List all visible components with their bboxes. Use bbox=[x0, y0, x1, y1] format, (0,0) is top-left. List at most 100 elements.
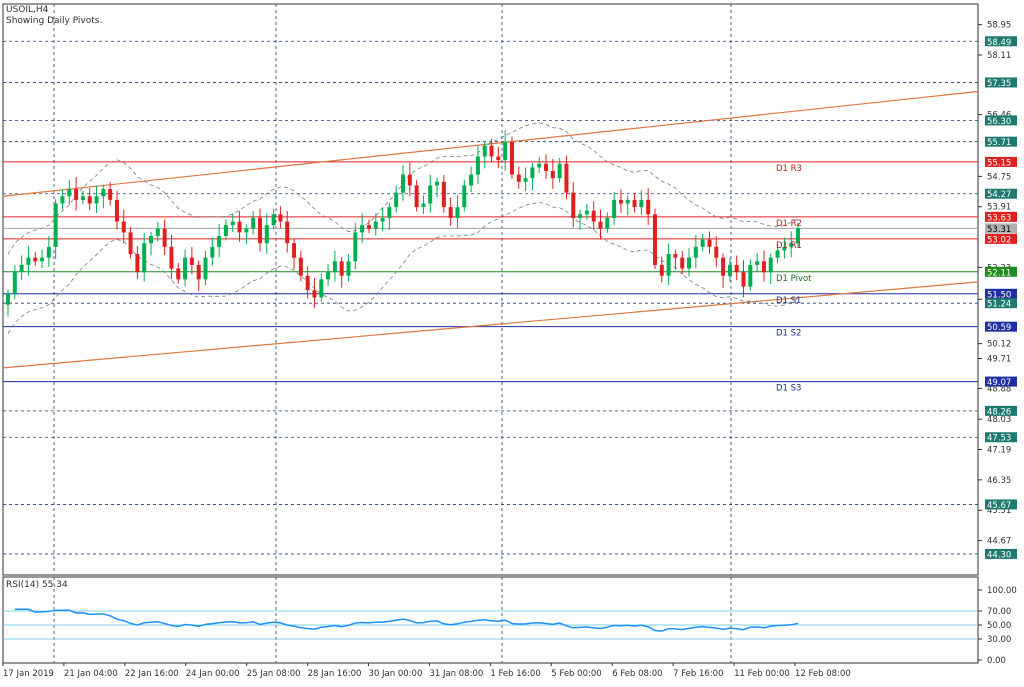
candle-body bbox=[210, 246, 215, 258]
price-label-text: 54.27 bbox=[987, 190, 1011, 200]
candle bbox=[734, 255, 739, 281]
trendlines[interactable] bbox=[2, 90, 979, 369]
candle bbox=[537, 156, 542, 173]
candle bbox=[496, 147, 501, 169]
candle bbox=[530, 163, 535, 191]
candle-body bbox=[666, 254, 671, 276]
candle-body bbox=[755, 261, 760, 265]
x-tick-label: 12 Feb 08:00 bbox=[795, 669, 851, 679]
candle-body bbox=[87, 196, 92, 204]
candle-body bbox=[373, 221, 378, 229]
candle-body bbox=[748, 264, 753, 287]
candle-body bbox=[646, 199, 651, 215]
candle-body bbox=[285, 221, 290, 244]
price-label-51.50: 51.50 bbox=[985, 288, 1017, 300]
candle-body bbox=[537, 163, 542, 168]
candle-body bbox=[557, 163, 562, 179]
price-label-50.59: 50.59 bbox=[985, 321, 1017, 333]
price-label-box bbox=[985, 77, 1017, 88]
candle-body bbox=[366, 225, 371, 229]
candle-body bbox=[509, 142, 514, 175]
x-tick-label: 6 Feb 08:00 bbox=[612, 669, 662, 679]
candle-body bbox=[632, 199, 637, 208]
candle-body bbox=[544, 163, 549, 171]
candle bbox=[339, 256, 344, 288]
candle bbox=[26, 245, 31, 276]
price-label-box bbox=[985, 136, 1017, 147]
candle bbox=[312, 278, 317, 309]
x-tick-label: 28 Jan 16:00 bbox=[308, 669, 362, 679]
price-label-56.30: 56.30 bbox=[985, 115, 1017, 127]
price-label-box bbox=[985, 36, 1017, 47]
rsi-tick-label: 50.00 bbox=[987, 621, 1011, 631]
candle bbox=[33, 252, 38, 266]
candle bbox=[360, 213, 365, 244]
price-label-54.27: 54.27 bbox=[985, 188, 1017, 200]
candle-body bbox=[652, 214, 657, 265]
candle-body bbox=[789, 243, 794, 247]
candle-body bbox=[435, 181, 440, 186]
candle bbox=[680, 250, 685, 275]
price-label-text: 55.15 bbox=[987, 158, 1011, 168]
x-tick-label: 24 Jan 00:00 bbox=[186, 669, 240, 679]
candle bbox=[67, 179, 72, 205]
candle bbox=[257, 208, 262, 252]
price-panel-frame bbox=[2, 3, 979, 576]
trendline-upper-channel[interactable] bbox=[2, 90, 979, 197]
price-label-box bbox=[985, 321, 1017, 332]
x-tick-label: 7 Feb 16:00 bbox=[673, 669, 723, 679]
rsi-tick-label: 0.00 bbox=[987, 656, 1006, 666]
candle bbox=[319, 273, 324, 302]
candle bbox=[210, 237, 215, 266]
price-label-45.67: 45.67 bbox=[985, 499, 1017, 511]
candle bbox=[707, 231, 712, 254]
candle bbox=[353, 222, 358, 270]
candle-body bbox=[796, 228, 800, 244]
candle bbox=[441, 174, 446, 213]
candle-body bbox=[53, 203, 58, 247]
candle-body bbox=[707, 239, 712, 247]
candle bbox=[448, 197, 453, 227]
candle-body bbox=[26, 257, 31, 265]
candle bbox=[435, 177, 440, 198]
candle-body bbox=[46, 246, 51, 258]
trendline-lower-channel[interactable] bbox=[2, 281, 979, 369]
candle bbox=[489, 138, 494, 163]
candle bbox=[509, 136, 514, 179]
candle bbox=[693, 234, 698, 269]
rsi-label: RSI(14) 55.34 bbox=[6, 580, 68, 590]
candle bbox=[618, 189, 623, 213]
candle bbox=[40, 249, 45, 269]
candle-body bbox=[401, 174, 405, 193]
price-label-text: 55.71 bbox=[987, 138, 1011, 148]
candle bbox=[183, 249, 188, 287]
candle bbox=[755, 253, 760, 272]
candle-body bbox=[407, 174, 412, 186]
price-label-box bbox=[985, 405, 1017, 416]
candle bbox=[469, 166, 474, 193]
candle-body bbox=[230, 221, 235, 226]
candle bbox=[796, 222, 800, 248]
y-tick-label: 47.19 bbox=[987, 446, 1011, 456]
candle-body bbox=[298, 257, 303, 276]
candle-body bbox=[625, 199, 630, 204]
candle-body bbox=[128, 232, 133, 255]
candle-body bbox=[339, 261, 344, 276]
candle-body bbox=[414, 185, 419, 208]
price-label-52.11: 52.11 bbox=[985, 266, 1017, 278]
candle bbox=[455, 195, 460, 229]
horizontal-grid bbox=[3, 40, 978, 555]
y-tick-label: 53.91 bbox=[987, 203, 1011, 213]
candle bbox=[516, 166, 521, 189]
y-tick-label: 46.35 bbox=[987, 476, 1011, 486]
candle bbox=[12, 265, 17, 300]
candle bbox=[550, 159, 555, 189]
candle bbox=[414, 179, 419, 212]
candle bbox=[278, 206, 283, 229]
candle bbox=[135, 245, 140, 279]
candle bbox=[584, 203, 589, 220]
candle bbox=[176, 262, 181, 284]
candle-body bbox=[217, 236, 222, 247]
candle-body bbox=[489, 145, 494, 157]
